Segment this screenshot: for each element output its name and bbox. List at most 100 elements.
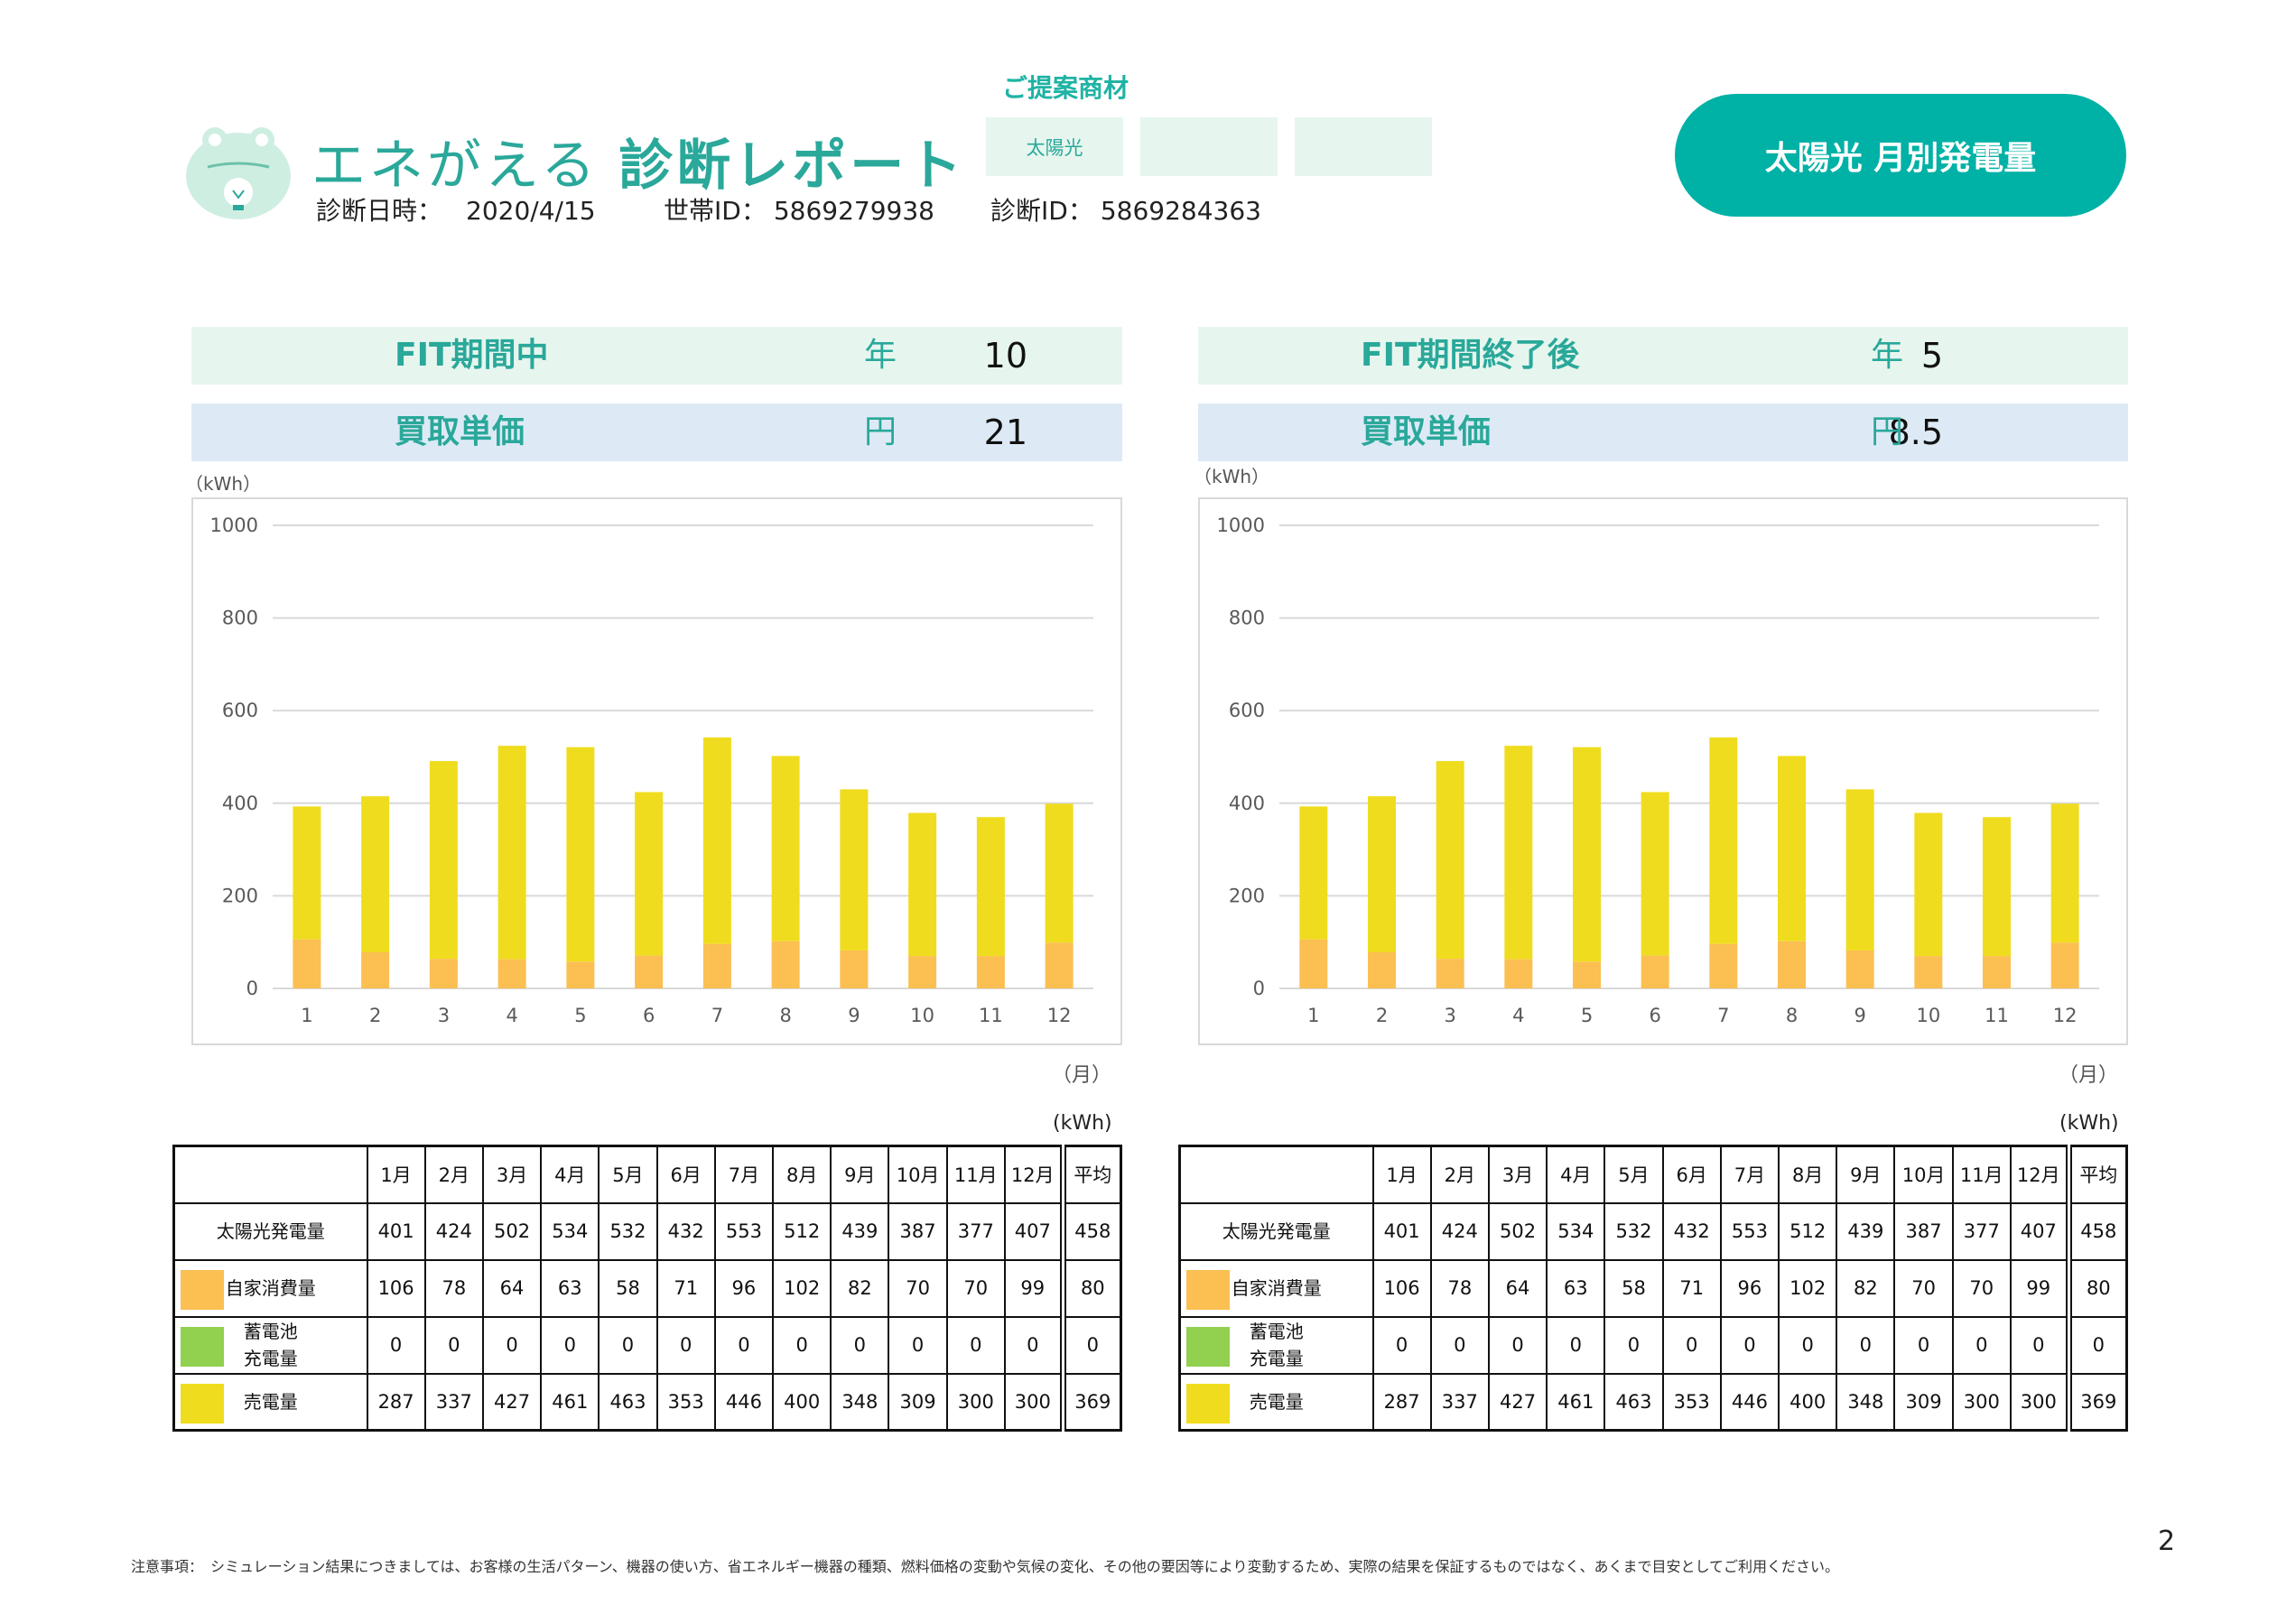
- left-price-unit: 円: [864, 413, 897, 450]
- left-table-cell: 0: [888, 1315, 948, 1375]
- left-table-cell: 64: [481, 1258, 543, 1318]
- right-chart-bar-self-consumption-3: [1436, 959, 1464, 988]
- left-table-cell: 439: [830, 1201, 890, 1261]
- left-table-cell: 99: [1003, 1258, 1064, 1318]
- left-table-cell: 0: [1059, 1315, 1122, 1375]
- right-table-cell: 63: [1546, 1258, 1606, 1318]
- left-chart-bar-self-consumption-4: [497, 959, 526, 988]
- right-table-row: 蓄電池 充電量 0 0 0 0 0 0 0 0 0 0 0 0 0: [1178, 1315, 2128, 1375]
- right-chart-x-tick: 4: [1512, 1005, 1524, 1026]
- left-table-cell: 446: [713, 1372, 775, 1432]
- right-table-unit: (kWh): [2059, 1112, 2119, 1135]
- right-chart-x-tick: 12: [2053, 1005, 2078, 1026]
- left-table-cell: 82: [830, 1258, 890, 1318]
- right-table-cell: 71: [1661, 1258, 1722, 1318]
- left-chart-bar-self-consumption-7: [702, 943, 731, 988]
- left-chart-bar-sold-2: [361, 796, 390, 952]
- left-chart-bar-sold-9: [840, 789, 869, 951]
- right-chart-x-tick: 8: [1786, 1005, 1798, 1026]
- right-table-cell: 99: [2009, 1258, 2070, 1318]
- right-price-unit: 円: [1871, 413, 1904, 450]
- right-table-cell: 0: [1429, 1315, 1490, 1375]
- right-chart-x-tick: 1: [1307, 1005, 1319, 1026]
- left-table-cell: 400: [772, 1372, 832, 1432]
- right-table-cell: 70: [1893, 1258, 1954, 1318]
- household-id: 世帯ID： 5869279938: [664, 191, 934, 227]
- right-chart-x-tick: 10: [1916, 1005, 1940, 1026]
- right-column-header: 4月: [1546, 1145, 1606, 1204]
- right-table-cell: 532: [1603, 1201, 1664, 1261]
- left-table-cell: 0: [772, 1315, 832, 1375]
- left-table-row: 売電量 287 337 427 461 463 353 446 400 348 309 300 300 3…: [172, 1372, 1122, 1432]
- right-table-cell: 287: [1371, 1372, 1432, 1432]
- right-row-label: 売電量: [1178, 1372, 1374, 1432]
- right-chart-bar-sold-2: [1368, 796, 1396, 952]
- right-table-cell: 0: [1951, 1315, 2012, 1375]
- right-table-cell: 300: [1951, 1372, 2012, 1432]
- right-period-label: FIT期間終了後: [1361, 337, 1580, 374]
- left-table-unit: (kWh): [1053, 1112, 1112, 1135]
- proposal-item-2: [1140, 117, 1278, 176]
- right-chart-bar-sold-3: [1436, 761, 1464, 960]
- right-column-header: 1月: [1371, 1145, 1432, 1204]
- page-number: 2: [2158, 1526, 2176, 1557]
- right-table-cell: 0: [2009, 1315, 2070, 1375]
- left-column-header: 11月: [945, 1145, 1006, 1204]
- right-column-header: 11月: [1951, 1145, 2012, 1204]
- right-row-label-text: 蓄電池 充電量: [1250, 1318, 1304, 1372]
- left-chart-y-tick: 1000: [210, 515, 258, 536]
- right-chart-bar-self-consumption-11: [1983, 956, 2011, 988]
- right-x-unit: （月）: [2059, 1064, 2119, 1087]
- left-table-cell: 106: [366, 1258, 426, 1318]
- diagnosis-id-value: 5869284363: [1100, 196, 1261, 226]
- left-legend-swatch: [181, 1383, 224, 1424]
- right-chart: 0 200 400 600 800 1000 1 2 3 4 5 6 7 8 9 10 11 12: [1198, 497, 2128, 1045]
- left-table-cell: 0: [423, 1315, 484, 1375]
- left-table-cell: 287: [366, 1372, 426, 1432]
- left-chart-bar-sold-12: [1045, 803, 1074, 943]
- right-row-label-text: 太陽光発電量: [1222, 1220, 1331, 1242]
- right-chart-y-tick: 200: [1229, 885, 1265, 906]
- left-column-header: 5月: [598, 1145, 658, 1204]
- left-chart-bar-sold-11: [976, 817, 1005, 957]
- left-chart-x-tick: 10: [910, 1005, 934, 1026]
- right-table-cell: 0: [1546, 1315, 1606, 1375]
- left-chart-x-tick: 1: [301, 1005, 312, 1026]
- right-chart-x-tick: 2: [1376, 1005, 1388, 1026]
- left-table-cell: 96: [713, 1258, 775, 1318]
- right-column-header: 9月: [1836, 1145, 1896, 1204]
- left-table-cell: 0: [598, 1315, 658, 1375]
- right-chart-bar-sold-9: [1845, 789, 1874, 951]
- right-table-cell: 502: [1487, 1201, 1548, 1261]
- left-chart-bar-sold-4: [497, 746, 526, 960]
- app-title: エネがえる 診断レポート: [311, 122, 965, 200]
- proposal-item-3: [1295, 117, 1432, 176]
- left-column-header: 12月: [1003, 1145, 1064, 1204]
- right-chart-y-tick: 800: [1229, 607, 1265, 629]
- right-row-label-line1: 蓄電池: [1249, 1321, 1304, 1342]
- left-chart: 0 200 400 600 800 1000 1 2 3 4 5 6 7 8 9 10 11 12: [191, 497, 1122, 1045]
- left-data-table: 1月 2月 3月 4月 5月 6月 7月 8月 9月 10月 11月 12月 平均 太陽光発電量 401 42…: [172, 1145, 1122, 1432]
- proposal-item-1: 太陽光: [986, 117, 1123, 176]
- right-table-cell: 300: [2009, 1372, 2070, 1432]
- left-table-cell: 58: [598, 1258, 658, 1318]
- left-table-cell: 0: [481, 1315, 543, 1375]
- right-table-cell: 348: [1836, 1372, 1896, 1432]
- left-x-unit: （月）: [1052, 1064, 1112, 1087]
- right-y-unit: （kWh）: [1194, 466, 1270, 487]
- left-table-cell: 407: [1003, 1201, 1064, 1261]
- left-column-header: 10月: [888, 1145, 948, 1204]
- right-table-cell: 58: [1603, 1258, 1664, 1318]
- right-row-label-text: 自家消費量: [1231, 1277, 1322, 1299]
- left-price-value: 21: [983, 413, 1027, 452]
- right-table-row: 太陽光発電量 401 424 502 534 532 432 553 512 439 387 377 4…: [1178, 1201, 2128, 1261]
- left-row-label-text: 自家消費量: [225, 1277, 316, 1299]
- right-table-cell: 446: [1719, 1372, 1780, 1432]
- left-chart-bar-sold-5: [566, 747, 595, 962]
- right-table-row: 自家消費量 106 78 64 63 58 71 96 102 82 70 70 99 80: [1178, 1258, 2128, 1318]
- app-title-part2: 診断レポート: [618, 134, 966, 198]
- right-chart-bar-self-consumption-12: [2050, 942, 2079, 988]
- right-table-cell: 534: [1546, 1201, 1606, 1261]
- right-table-cell: 400: [1778, 1372, 1838, 1432]
- left-chart-bar-sold-3: [429, 761, 458, 960]
